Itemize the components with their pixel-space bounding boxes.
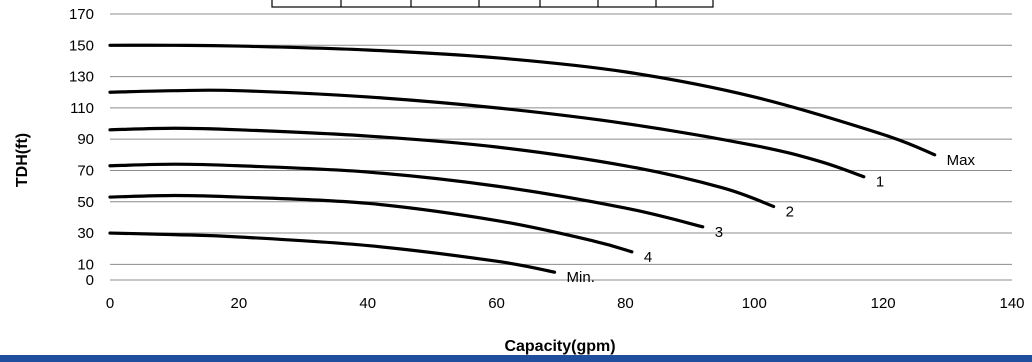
series-curve-2 — [108, 126, 776, 209]
series-label: Max — [947, 152, 976, 169]
x-tick-label: 140 — [999, 295, 1024, 312]
y-tick-label: 170 — [69, 6, 94, 23]
x-tick-label: 120 — [871, 295, 896, 312]
series-label: 4 — [644, 249, 652, 266]
x-tick-label: 20 — [231, 295, 248, 312]
x-tick-label: 40 — [359, 295, 376, 312]
y-tick-label: 90 — [77, 131, 94, 148]
series-label: 3 — [715, 224, 723, 241]
x-axis-ticks: 0 20 40 60 80 100 120 140 — [106, 295, 1025, 312]
x-tick-label: 100 — [742, 295, 767, 312]
y-tick-label: 70 — [77, 162, 94, 179]
series-curves — [108, 43, 937, 274]
series-curve-4 — [108, 193, 634, 254]
y-axis-title: TDH(ft) — [14, 133, 31, 187]
x-tick-label: 60 — [488, 295, 505, 312]
y-tick-label: 10 — [77, 256, 94, 273]
series-label: Min. — [567, 269, 595, 286]
series-curve-3 — [108, 162, 705, 229]
series-label: 1 — [876, 174, 884, 191]
y-tick-label: 50 — [77, 194, 94, 211]
y-tick-label: 0 — [86, 272, 94, 289]
x-tick-label: 80 — [617, 295, 634, 312]
y-tick-label: 110 — [70, 100, 94, 117]
series-curve-5 — [108, 231, 557, 274]
gridlines — [110, 13, 1012, 281]
y-tick-label: 30 — [77, 225, 94, 242]
y-tick-label: 130 — [69, 69, 94, 86]
bottom-accent-bar — [0, 355, 1032, 362]
series-label: 2 — [786, 203, 794, 220]
x-tick-label: 0 — [106, 295, 114, 312]
series-curve-0 — [108, 43, 937, 157]
y-tick-label: 150 — [69, 37, 94, 54]
x-axis-title: Capacity(gpm) — [504, 338, 615, 355]
y-axis-ticks: 010 30 50 70 90 110 130 150 170 — [69, 6, 94, 289]
series-curve-1 — [108, 88, 866, 179]
series-labels: Max 1 2 3 4 Min. — [567, 152, 976, 286]
legend-box-fragment — [271, 0, 714, 8]
